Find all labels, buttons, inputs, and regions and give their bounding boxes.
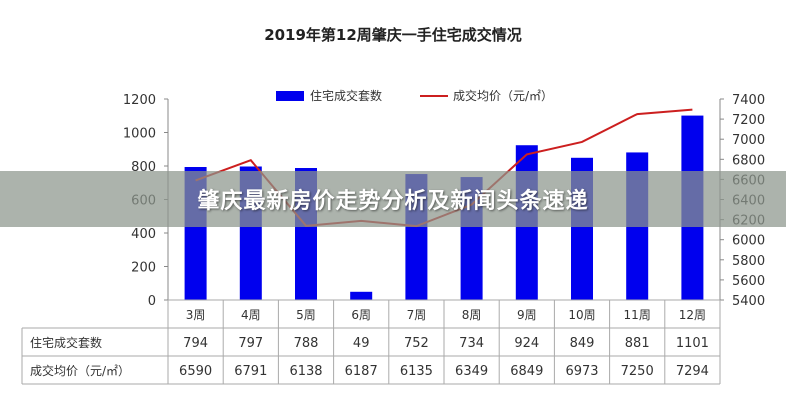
y-right-tick-label: 6800 [732,153,765,168]
x-tick-label: 12周 [679,308,706,322]
y-left-tick-label: 400 [131,227,156,242]
y-right-tick-label: 7400 [732,93,765,108]
y-right-tick-label: 7000 [732,133,765,148]
y-left-tick-label: 0 [148,294,156,309]
y-right-tick-label: 5400 [732,294,765,309]
x-tick-label: 3周 [186,308,206,322]
table-cell: 1101 [676,336,709,351]
legend-label-bar: 住宅成交套数 [310,88,382,103]
x-tick-label: 10周 [568,308,595,322]
table-cell: 6135 [400,364,433,379]
y-right-tick-label: 5600 [732,274,765,289]
banner-headline: 肇庆最新房价走势分析及新闻头条速递 [197,189,589,214]
table-cell: 752 [404,336,429,351]
table-row-label: 住宅成交套数 [30,335,102,350]
table-cell: 6791 [234,364,267,379]
x-tick-label: 9周 [517,308,537,322]
overlay-banner: 肇庆最新房价走势分析及新闻头条速递 [0,171,786,227]
x-tick-label: 7周 [407,308,427,322]
table-cell: 924 [514,336,539,351]
chart-title: 2019年第12周肇庆一手住宅成交情况 [264,26,522,44]
y-left-tick-label: 1200 [123,93,156,108]
table-cell: 6138 [289,364,322,379]
y-left-tick-label: 1000 [123,127,156,142]
legend-label-line: 成交均价（元/㎡） [453,88,553,103]
table-cell: 788 [294,336,319,351]
x-tick-label: 8周 [462,308,482,322]
table-cell: 734 [459,336,484,351]
table-cell: 881 [625,336,650,351]
x-tick-label: 4周 [241,308,261,322]
table-cell: 49 [353,336,370,351]
bar-6周 [350,291,373,300]
table-cell: 6973 [565,364,598,379]
x-tick-label: 5周 [296,308,316,322]
table-row-label: 成交均价（元/㎡） [30,363,130,378]
y-left-tick-label: 200 [131,261,156,276]
table-cell: 6187 [345,364,378,379]
table-cell: 6849 [510,364,543,379]
y-right-tick-label: 7200 [732,113,765,128]
table-cell: 6590 [179,364,212,379]
table-cell: 849 [570,336,595,351]
legend-swatch-bar [276,91,304,101]
x-tick-label: 11周 [624,308,651,322]
table-cell: 794 [183,336,208,351]
table-cell: 6349 [455,364,488,379]
table-cell: 7250 [621,364,654,379]
y-right-tick-label: 5800 [732,254,765,269]
table-cell: 797 [238,336,263,351]
x-tick-label: 6周 [351,308,371,322]
y-right-tick-label: 6000 [732,234,765,249]
table-cell: 7294 [676,364,709,379]
